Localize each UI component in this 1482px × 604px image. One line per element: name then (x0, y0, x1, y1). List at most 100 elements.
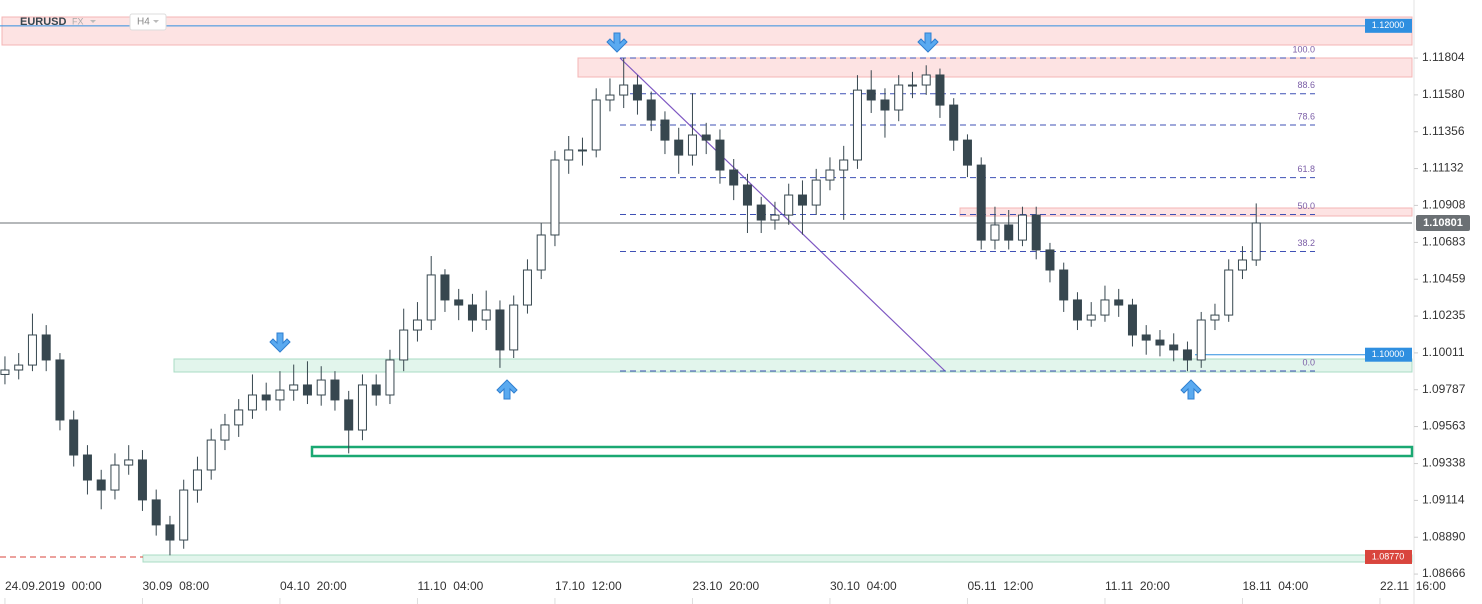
candle-body (825, 169, 835, 181)
y-tick-label: 1.10459 (1422, 271, 1466, 285)
x-tick-label: 04.10 20:00 (280, 579, 347, 593)
y-tick-label: 1.09114 (1422, 493, 1465, 507)
candle-body (522, 269, 532, 306)
candle-body (660, 119, 670, 141)
candle-body (509, 304, 519, 351)
candle-body (949, 104, 959, 141)
y-tick-label: 1.10235 (1422, 308, 1466, 322)
candle-body (261, 394, 271, 401)
candle-body (55, 359, 65, 421)
candle-body (1004, 224, 1014, 241)
candle-body (632, 84, 642, 101)
x-tick-label: 24.09.2019 00:00 (5, 579, 102, 593)
x-tick-label: 22.11 16:00 (1380, 579, 1446, 593)
candle-body (1045, 249, 1055, 271)
candle-body (165, 524, 175, 541)
candle-body (14, 364, 24, 371)
price-label: 1.10801 (1423, 217, 1463, 229)
candle-body (69, 419, 79, 456)
x-tick-label: 18.11 04:00 (1242, 579, 1308, 593)
y-tick-label: 1.11356 (1422, 124, 1465, 138)
price-label: 1.08770 (1372, 551, 1405, 561)
candle-body (935, 74, 945, 106)
fib-label: 61.8 (1297, 164, 1315, 174)
interval: H4 (137, 17, 150, 28)
dropdown-icon[interactable] (153, 20, 159, 23)
candle-body (907, 84, 917, 87)
candle-body (357, 384, 367, 431)
market: FX (72, 16, 84, 26)
candle-body (1169, 344, 1179, 351)
candle-body (1100, 299, 1110, 316)
candle-body (605, 94, 615, 101)
candle-body (412, 319, 422, 331)
candle-body (454, 299, 464, 306)
candle-body (1086, 314, 1096, 321)
candle-body (1059, 269, 1069, 301)
candle-body (206, 439, 216, 471)
candle-body (192, 469, 202, 491)
x-tick-label: 11.11 20:00 (1105, 579, 1170, 593)
candle-body (866, 89, 876, 101)
x-tick-label: 30.10 04:00 (830, 579, 897, 593)
interval-button[interactable] (129, 13, 167, 31)
dropdown-icon[interactable] (90, 20, 96, 23)
y-tick-label: 1.11132 (1422, 161, 1464, 175)
fib-label: 50.0 (1297, 201, 1315, 211)
candle-body (577, 149, 587, 152)
y-tick-label: 1.09563 (1422, 419, 1466, 433)
candle-body (976, 164, 986, 241)
y-tick-label: 1.11804 (1422, 50, 1465, 64)
candle-body (481, 309, 491, 321)
price-label: 1.10000 (1372, 349, 1405, 359)
candle-body (151, 499, 161, 526)
candle-body (1196, 319, 1206, 361)
symbol: EURUSD (20, 16, 67, 28)
candle-body (220, 424, 230, 441)
candle-body (275, 389, 285, 401)
candle-body (495, 309, 505, 351)
candle-body (0, 369, 10, 375)
candle-body (564, 149, 574, 161)
candle-body (110, 464, 120, 491)
y-tick-label: 1.08890 (1422, 529, 1466, 543)
y-tick-label: 1.08666 (1422, 566, 1466, 580)
candle-body (27, 334, 37, 366)
resistance-zone (1, 16, 1413, 46)
candle-body (1210, 314, 1220, 321)
candle-body (316, 379, 326, 396)
resistance-zone (959, 207, 1413, 217)
up-arrow (496, 379, 518, 400)
x-tick-label: 05.11 12:00 (967, 579, 1033, 593)
price-label-box (1365, 549, 1412, 564)
candle-body (756, 204, 766, 221)
candle-body (742, 184, 752, 206)
candle-body (399, 329, 409, 361)
candle-body (536, 234, 546, 271)
candle-body (687, 134, 697, 156)
candle-body (962, 139, 972, 166)
candle-body (426, 274, 436, 321)
candle-body (619, 84, 629, 96)
fib-label: 38.2 (1297, 238, 1315, 248)
candle-body (247, 394, 257, 411)
candle-body (440, 274, 450, 301)
candle-body (234, 409, 244, 426)
y-tick-label: 1.09338 (1422, 456, 1466, 470)
candle-body (715, 139, 725, 171)
candle-body (880, 99, 890, 111)
down-arrow (917, 32, 939, 53)
down-arrow (269, 332, 291, 353)
candle-body (770, 214, 780, 221)
candle-body (1127, 304, 1137, 336)
support-zone (142, 554, 1413, 563)
plot-layer: 1.11804 1.11580 1.11356 1.11132 1.10908 1.106… (0, 18, 1470, 604)
candle-body (646, 99, 656, 121)
fib-label: 100.0 (1292, 44, 1315, 54)
candle-body (729, 169, 739, 186)
candle-body (852, 89, 862, 161)
candle-body (701, 134, 711, 141)
price-label: 1.12000 (1372, 20, 1405, 30)
up-arrow (1180, 379, 1202, 400)
